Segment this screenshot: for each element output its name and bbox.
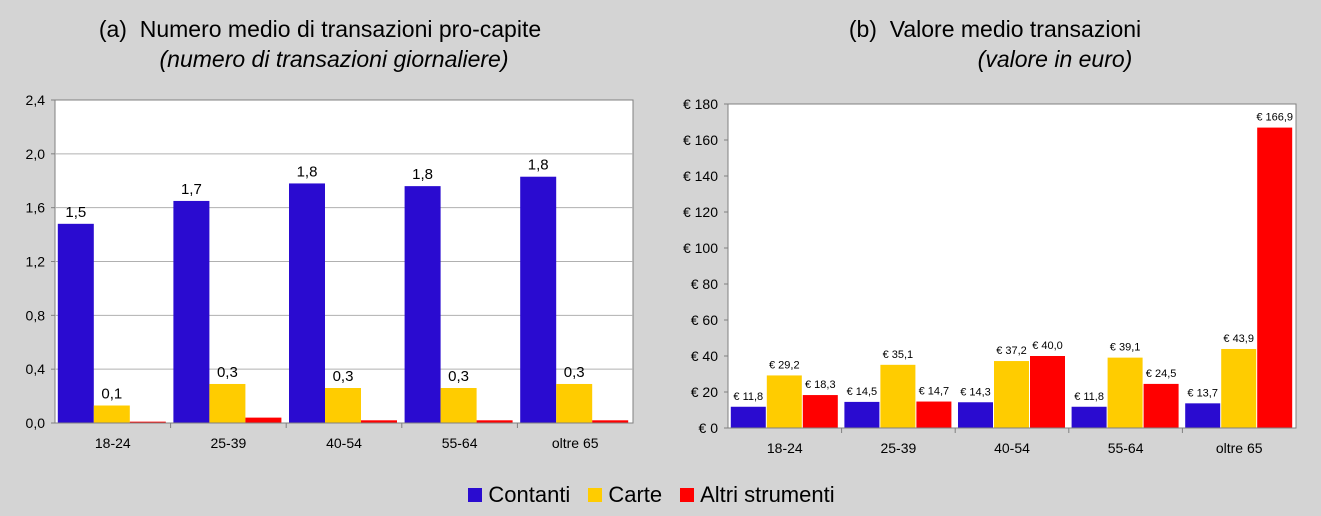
legend-label-carte: Carte — [608, 482, 663, 507]
chart-a-data-label: 1,5 — [65, 204, 86, 221]
chart-b-bar-altri-strumenti — [916, 401, 952, 428]
chart-a-data-label: 1,8 — [528, 157, 549, 174]
chart-a-bar-carte — [209, 383, 246, 423]
legend-item-carte: Carte — [588, 482, 662, 508]
chart-a-data-label: 0,3 — [333, 368, 354, 385]
chart-a-xtick-label: 40-54 — [326, 435, 362, 451]
legend-label-altri: Altri strumenti — [700, 482, 835, 507]
chart-b-ytick-label: € 40 — [691, 348, 718, 364]
chart-b-bar-carte — [994, 361, 1029, 428]
chart-a-bar-altri-strumenti — [592, 420, 629, 423]
chart-b-data-label: € 40,0 — [1032, 340, 1063, 352]
chart-a-xtick-label: 25-39 — [210, 435, 246, 451]
chart-b-bar-contanti — [1071, 406, 1107, 428]
legend-item-altri: Altri strumenti — [680, 482, 835, 508]
chart-a-xtick-label: 18-24 — [95, 435, 131, 451]
chart-a-data-label: 0,1 — [101, 386, 122, 403]
chart-b-bar-contanti — [730, 406, 766, 428]
chart-b-data-label: € 24,5 — [1146, 368, 1177, 380]
chart-a-bar-altri-strumenti — [245, 417, 282, 423]
chart-b-bar-contanti — [1185, 403, 1221, 428]
chart-b-data-label: € 35,1 — [883, 349, 914, 361]
chart-a-ytick-label: 1,2 — [26, 254, 46, 270]
chart-a-bar-contanti — [173, 200, 210, 423]
chart-a-bar-altri-strumenti — [476, 420, 513, 423]
chart-a-subtitle: (numero di transazioni giornaliere) — [159, 46, 509, 72]
chart-a-data-label: 0,3 — [448, 368, 469, 385]
chart-b-xtick-label: 25-39 — [880, 440, 916, 456]
legend-swatch-carte — [588, 488, 603, 502]
chart-a-data-label: 1,8 — [412, 166, 433, 183]
chart-a-xtick-label: oltre 65 — [552, 435, 599, 451]
chart-a-data-label: 0,3 — [564, 364, 585, 381]
chart-b-title-block: (b) Valore medio transazioni (valore in … — [760, 14, 1230, 74]
chart-b-data-label: € 14,5 — [847, 386, 878, 398]
chart-b-bar-altri-strumenti — [1030, 356, 1065, 428]
chart-a-bar-altri-strumenti — [129, 421, 166, 423]
chart-b-data-label: € 29,2 — [769, 359, 800, 371]
legend-item-contanti: Contanti — [468, 482, 570, 508]
chart-b-bar-carte — [1107, 357, 1143, 428]
chart-b-ytick-label: € 160 — [683, 132, 718, 148]
chart-a-bar-carte — [325, 388, 361, 423]
chart-b-data-label: € 11,8 — [733, 391, 763, 403]
chart-b-bar-altri-strumenti — [802, 395, 838, 428]
chart-b-data-label: € 14,3 — [960, 386, 991, 398]
chart-a-title: (a) Numero medio di transazioni pro-capi… — [98, 16, 542, 42]
legend: Contanti Carte Altri strumenti — [0, 478, 1321, 512]
chart-b-ytick-label: € 60 — [691, 312, 718, 328]
chart-a-bar-carte — [556, 383, 593, 423]
chart-a-bar-carte — [440, 388, 477, 423]
legend-swatch-altri — [680, 488, 695, 502]
chart-b-ytick-label: € 0 — [699, 420, 719, 436]
chart-a-title-block: (a) Numero medio di transazioni pro-capi… — [40, 14, 600, 74]
chart-a-ytick-label: 0,4 — [26, 361, 46, 377]
chart-b-ytick-label: € 120 — [683, 204, 718, 220]
chart-b-bar-carte — [766, 375, 802, 428]
legend-label-contanti: Contanti — [488, 482, 571, 507]
chart-b-bar-altri-strumenti — [1257, 127, 1293, 428]
chart-a-data-label: 0,3 — [217, 364, 238, 381]
chart-b-xtick-label: 18-24 — [767, 440, 803, 456]
chart-b-data-label: € 14,7 — [919, 386, 950, 398]
chart-b-data-label: € 18,3 — [805, 379, 836, 391]
chart-b-xtick-label: 55-64 — [1108, 440, 1144, 456]
chart-a-bar-contanti — [404, 186, 441, 423]
chart-a-bar-contanti — [289, 183, 325, 423]
chart-a-ytick-label: 2,4 — [26, 92, 46, 108]
chart-b-xtick-label: oltre 65 — [1216, 440, 1263, 456]
chart-b-data-label: € 13,7 — [1187, 387, 1218, 399]
chart-b-bar-altri-strumenti — [1143, 383, 1179, 428]
chart-a-bar-altri-strumenti — [361, 420, 397, 423]
chart-b-ytick-label: € 140 — [683, 168, 718, 184]
chart-a-ytick-label: 0,8 — [26, 307, 46, 323]
chart-a-bar-contanti — [520, 176, 557, 423]
chart-b-ytick-label: € 20 — [691, 384, 718, 400]
chart-b-ytick-label: € 80 — [691, 276, 718, 292]
chart-b-xtick-label: 40-54 — [994, 440, 1030, 456]
chart-b-bar-carte — [1221, 348, 1257, 428]
chart-a-data-label: 1,7 — [181, 181, 202, 198]
chart-a-ytick-label: 2,0 — [26, 146, 46, 162]
chart-a-bar-contanti — [57, 223, 94, 423]
legend-swatch-contanti — [468, 488, 483, 502]
chart-b-subtitle: (valore in euro) — [977, 46, 1133, 72]
chart-b-data-label: € 39,1 — [1110, 342, 1141, 354]
chart-b-ytick-label: € 100 — [683, 240, 718, 256]
chart-b-bar-contanti — [958, 402, 993, 428]
chart-b-data-label: € 43,9 — [1223, 333, 1254, 345]
chart-a-bar-carte — [93, 405, 130, 423]
chart-a-ytick-label: 0,0 — [26, 415, 46, 431]
chart-b-data-label: € 166,9 — [1256, 112, 1293, 124]
chart-b-bar-carte — [880, 364, 916, 428]
chart-a-data-label: 1,8 — [297, 163, 318, 180]
chart-b-bar-contanti — [844, 401, 880, 428]
chart-a-ytick-label: 1,6 — [26, 200, 46, 216]
chart-a-xtick-label: 55-64 — [442, 435, 478, 451]
chart-b-ytick-label: € 180 — [683, 96, 718, 112]
chart-b-title: (b) Valore medio transazioni — [848, 16, 1142, 42]
chart-b-data-label: € 37,2 — [996, 345, 1027, 357]
chart-b-data-label: € 11,8 — [1074, 391, 1104, 403]
